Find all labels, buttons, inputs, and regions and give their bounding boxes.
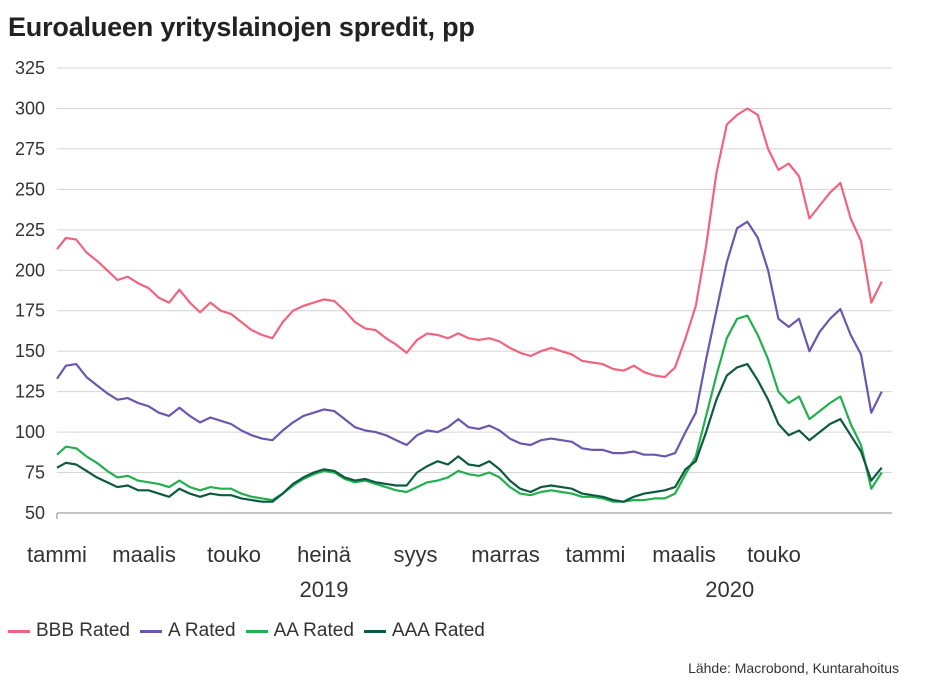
y-tick-label: 50 xyxy=(25,503,45,523)
source-note: Lähde: Macrobond, Kuntarahoitus xyxy=(688,660,899,676)
y-tick-label: 175 xyxy=(15,301,45,321)
y-tick-label: 275 xyxy=(15,139,45,159)
chart-title: Euroalueen yrityslainojen spredit, pp xyxy=(8,12,475,42)
legend-item-aa: AA Rated xyxy=(245,620,354,642)
x-tick-label: heinä xyxy=(297,542,352,567)
legend-item-aaa: AAA Rated xyxy=(363,620,485,642)
gridlines xyxy=(57,67,892,514)
series-lines xyxy=(56,107,883,503)
x-tick-label: touko xyxy=(747,542,801,567)
legend-swatch-bbb xyxy=(8,629,30,633)
series-line-a xyxy=(56,220,883,458)
x-tick-label: maalis xyxy=(112,542,176,567)
legend-swatch-aaa xyxy=(363,629,386,633)
y-tick-label: 200 xyxy=(15,260,45,280)
legend-swatch-a xyxy=(140,629,162,633)
x-tick-label: tammi xyxy=(566,542,626,567)
x-tick-label: maalis xyxy=(652,542,716,567)
series-line-bbb xyxy=(56,107,883,379)
legend-label-a: A Rated xyxy=(168,620,236,641)
legend-label-aa: AA Rated xyxy=(273,620,354,641)
x-tick-label: syys xyxy=(393,542,437,567)
legend-label-aaa: AAA Rated xyxy=(391,620,485,641)
x-tick-label: tammi xyxy=(27,542,87,567)
y-tick-label: 250 xyxy=(15,179,45,199)
legend: BBB Rated A Rated AA Rated AAA Rated xyxy=(8,620,489,642)
x-tick-label: marras xyxy=(471,542,539,567)
y-tick-label: 150 xyxy=(15,341,45,361)
year-label: 2020 xyxy=(705,577,754,602)
y-tick-label: 225 xyxy=(15,220,45,240)
x-tick-label: touko xyxy=(207,542,261,567)
legend-item-a: A Rated xyxy=(140,620,236,642)
series-line-aa xyxy=(56,314,883,503)
series-line-aaa xyxy=(56,363,883,503)
y-tick-label: 325 xyxy=(15,58,45,78)
y-tick-label: 100 xyxy=(15,422,45,442)
y-tick-label: 300 xyxy=(15,98,45,118)
legend-swatch-aa xyxy=(245,629,268,633)
y-tick-label: 125 xyxy=(15,382,45,402)
year-label: 2019 xyxy=(300,577,349,602)
legend-label-bbb: BBB Rated xyxy=(36,620,130,641)
y-tick-label: 75 xyxy=(25,463,45,483)
legend-item-bbb: BBB Rated xyxy=(8,620,130,642)
